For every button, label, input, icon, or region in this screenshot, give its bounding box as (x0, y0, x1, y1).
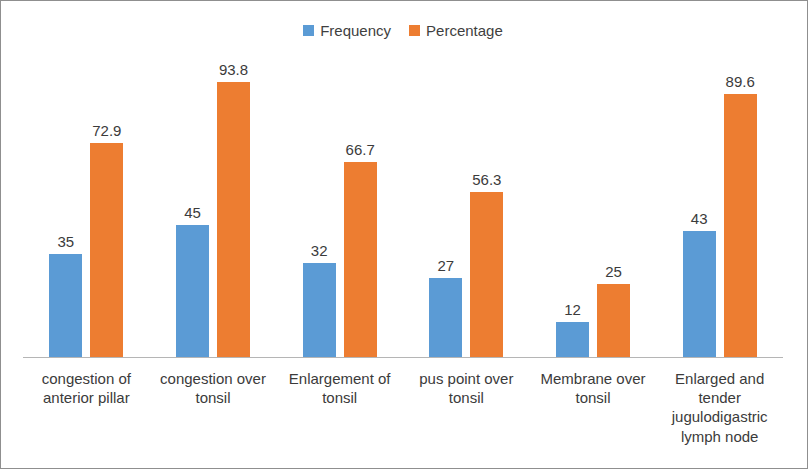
category-label: Membrane over tonsil (530, 369, 657, 446)
frequency-bar-wrap: 12 (556, 64, 589, 357)
data-label: 43 (691, 210, 708, 227)
percentage-bar-wrap: 25 (597, 64, 630, 357)
frequency-bar-wrap: 27 (429, 64, 462, 357)
data-label: 66.7 (346, 141, 375, 158)
bar-group: 12 25 (530, 64, 657, 357)
bar-group: 45 93.8 (150, 64, 277, 357)
data-label: 27 (438, 257, 455, 274)
legend-label-frequency: Frequency (320, 22, 391, 39)
legend-label-percentage: Percentage (426, 22, 503, 39)
percentage-bar-wrap: 66.7 (344, 64, 377, 357)
data-label: 89.6 (726, 73, 755, 90)
frequency-bar (683, 231, 716, 357)
category-label: pus point over tonsil (403, 369, 530, 446)
data-label: 25 (605, 263, 622, 280)
category-label: congestion over tonsil (150, 369, 277, 446)
frequency-bar (429, 278, 462, 357)
frequency-bar (49, 254, 82, 357)
data-label: 56.3 (472, 171, 501, 188)
frequency-bar (176, 225, 209, 357)
frequency-bar (303, 263, 336, 357)
chart-frame: Frequency Percentage 35 72.9 45 93.8 32 66.7 2… (0, 0, 808, 469)
frequency-bar-wrap: 35 (49, 64, 82, 357)
percentage-bar-wrap: 89.6 (724, 64, 757, 357)
percentage-bar (724, 94, 757, 357)
frequency-bar-wrap: 32 (303, 64, 336, 357)
plot-area: 35 72.9 45 93.8 32 66.7 27 56.3 12 25 43 89.6 (23, 64, 783, 358)
bar-group: 27 56.3 (403, 64, 530, 357)
legend-item-frequency: Frequency (303, 22, 391, 39)
legend-item-percentage: Percentage (409, 22, 503, 39)
percentage-bar (597, 284, 630, 357)
data-label: 32 (311, 242, 328, 259)
percentage-swatch-icon (409, 25, 420, 36)
category-label: Enlargement of tonsil (276, 369, 403, 446)
bar-group: 35 72.9 (23, 64, 150, 357)
bar-group: 32 66.7 (276, 64, 403, 357)
percentage-bar (217, 82, 250, 357)
data-label: 72.9 (92, 122, 121, 139)
percentage-bar-wrap: 72.9 (90, 64, 123, 357)
data-label: 45 (184, 204, 201, 221)
frequency-bar-wrap: 43 (683, 64, 716, 357)
data-label: 93.8 (219, 61, 248, 78)
category-label: Enlarged and tender jugulodigastric lymp… (656, 369, 783, 446)
percentage-bar-wrap: 93.8 (217, 64, 250, 357)
data-label: 12 (564, 301, 581, 318)
category-label: congestion of anterior pillar (23, 369, 150, 446)
percentage-bar (470, 192, 503, 357)
percentage-bar-wrap: 56.3 (470, 64, 503, 357)
frequency-swatch-icon (303, 25, 314, 36)
percentage-bar (344, 162, 377, 357)
frequency-bar (556, 322, 589, 357)
frequency-bar-wrap: 45 (176, 64, 209, 357)
data-label: 35 (57, 233, 74, 250)
category-axis: congestion of anterior pillarcongestion … (23, 369, 783, 446)
bar-group: 43 89.6 (656, 64, 783, 357)
percentage-bar (90, 143, 123, 357)
legend: Frequency Percentage (23, 21, 783, 39)
